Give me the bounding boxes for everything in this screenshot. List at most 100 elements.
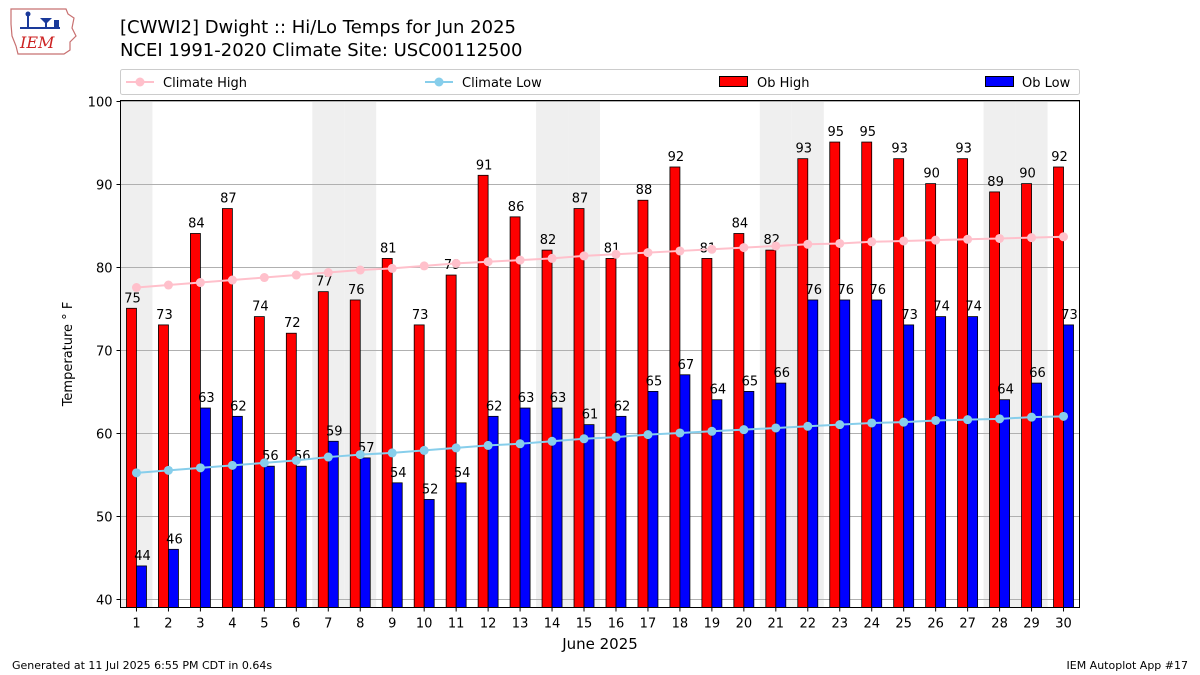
ob-low-value-label: 52 <box>422 482 439 497</box>
generated-note: Generated at 11 Jul 2025 6:55 PM CDT in … <box>12 659 273 672</box>
legend-climate-high: Climate High <box>163 76 247 91</box>
legend-ob-high: Ob High <box>757 76 810 91</box>
climate-low-point <box>547 436 557 446</box>
ob-low-value-label: 74 <box>965 300 982 315</box>
x-tick-label: 12 <box>480 617 497 632</box>
ob-low-value-label: 59 <box>326 424 343 439</box>
x-tick-label: 27 <box>959 617 976 632</box>
x-tick-label: 15 <box>576 617 593 632</box>
ob-low-value-label: 74 <box>933 300 950 315</box>
ob-low-bar <box>743 391 755 608</box>
x-tick-label: 14 <box>544 617 561 632</box>
climate-high-point <box>131 283 141 293</box>
x-tick-label: 17 <box>640 617 657 632</box>
ob-low-value-label: 66 <box>774 366 791 381</box>
ob-high-bar <box>1021 183 1032 608</box>
climate-high-point <box>419 261 429 271</box>
ob-low-bar <box>903 324 915 608</box>
ob-high-bar <box>285 332 297 608</box>
climate-high-point <box>547 253 557 263</box>
ob-high-bar <box>861 141 873 608</box>
ob-high-bar <box>509 216 521 608</box>
ob-low-value-label: 63 <box>198 391 215 406</box>
legend-climate-low: Climate Low <box>462 76 542 91</box>
climate-low-point <box>995 414 1005 424</box>
climate-low-point <box>931 415 941 425</box>
ob-high-value-label: 90 <box>923 167 940 182</box>
climate-high-point <box>291 270 301 280</box>
climate-high-point <box>963 234 973 244</box>
ob-low-value-label: 54 <box>454 466 471 481</box>
ob-low-value-label: 76 <box>837 283 854 298</box>
climate-high-point <box>835 238 845 248</box>
x-tick-label: 11 <box>448 617 465 632</box>
x-tick-label: 16 <box>608 617 625 632</box>
climate-low-point <box>195 463 205 473</box>
x-axis: 1 2 3 4 5 6 7 8 9 10 11 12 13 14 15 16 17 18 19 20 21 22 23 24 2… <box>132 607 1072 632</box>
climate-high-point <box>323 268 333 278</box>
ob-low-value-label: 65 <box>646 374 663 389</box>
ob-high-bar <box>541 249 553 608</box>
x-axis-label: June 2025 <box>561 635 638 653</box>
ob-high-bar <box>637 199 649 608</box>
ob-low-bar <box>839 299 851 608</box>
ob-high-bar <box>957 158 969 608</box>
y-tick-label: 60 <box>96 428 113 443</box>
y-tick-label: 50 <box>96 511 113 526</box>
ob-high-value-label: 93 <box>891 142 908 157</box>
x-tick-label: 26 <box>927 617 944 632</box>
climate-low-point <box>355 450 365 460</box>
ob-low-value-label: 73 <box>901 308 918 323</box>
ob-low-value-label: 62 <box>230 399 247 414</box>
ob-high-value-label: 84 <box>732 216 749 231</box>
climate-high-point <box>1027 233 1037 243</box>
climate-high-point <box>483 257 493 267</box>
x-tick-label: 24 <box>863 617 880 632</box>
ob-high-bar <box>317 291 329 608</box>
climate-low-point <box>323 452 333 462</box>
climate-low-point <box>899 417 909 427</box>
ob-low-value-label: 76 <box>869 283 886 298</box>
x-tick-label: 8 <box>356 617 364 632</box>
ob-high-value-label: 86 <box>508 200 525 215</box>
ob-low-value-label: 63 <box>550 391 567 406</box>
ob-high-value-label: 81 <box>380 241 397 256</box>
climate-high-point <box>739 243 749 253</box>
climate-low-point <box>419 445 429 455</box>
climate-low-point <box>963 415 973 425</box>
ob-high-bar <box>829 141 841 608</box>
y-tick-label: 70 <box>96 345 113 360</box>
ob-high-value-label: 73 <box>412 308 429 323</box>
x-tick-label: 13 <box>512 617 529 632</box>
ob-low-bar <box>935 316 947 608</box>
legend-climate-high-marker <box>135 77 145 87</box>
ob-low-bar <box>679 374 691 608</box>
climate-low-point <box>451 443 461 453</box>
ob-high-value-label: 73 <box>156 308 173 323</box>
ob-high-value-label: 76 <box>348 283 365 298</box>
x-tick-label: 6 <box>292 617 300 632</box>
climate-low-point <box>1059 411 1069 421</box>
climate-low-line <box>136 415 1064 474</box>
climate-high-point <box>355 265 365 275</box>
ob-low-value-label: 61 <box>582 408 599 423</box>
climate-low-point <box>771 423 781 433</box>
climate-high-point <box>1059 232 1069 242</box>
climate-low-point <box>163 465 173 475</box>
ob-high-value-label: 87 <box>572 192 589 207</box>
ob-high-value-label: 92 <box>1051 150 1068 165</box>
iem-logo: IEM <box>10 8 77 55</box>
climate-high-point <box>579 251 589 261</box>
ob-low-bar <box>423 499 435 608</box>
ob-low-value-label: 66 <box>1029 366 1046 381</box>
ob-low-bar <box>200 407 211 608</box>
ob-high-bar <box>669 166 681 608</box>
legend-ob-low-swatch <box>985 76 1014 87</box>
ob-low-bar <box>807 299 819 608</box>
plot-frame <box>120 100 1080 608</box>
ob-high-bar <box>893 158 905 608</box>
x-tick-label: 2 <box>164 617 172 632</box>
y-tick-label: 40 <box>96 594 113 609</box>
app-credit: IEM Autoplot App #17 <box>1066 659 1189 672</box>
x-tick-label: 4 <box>228 617 236 632</box>
